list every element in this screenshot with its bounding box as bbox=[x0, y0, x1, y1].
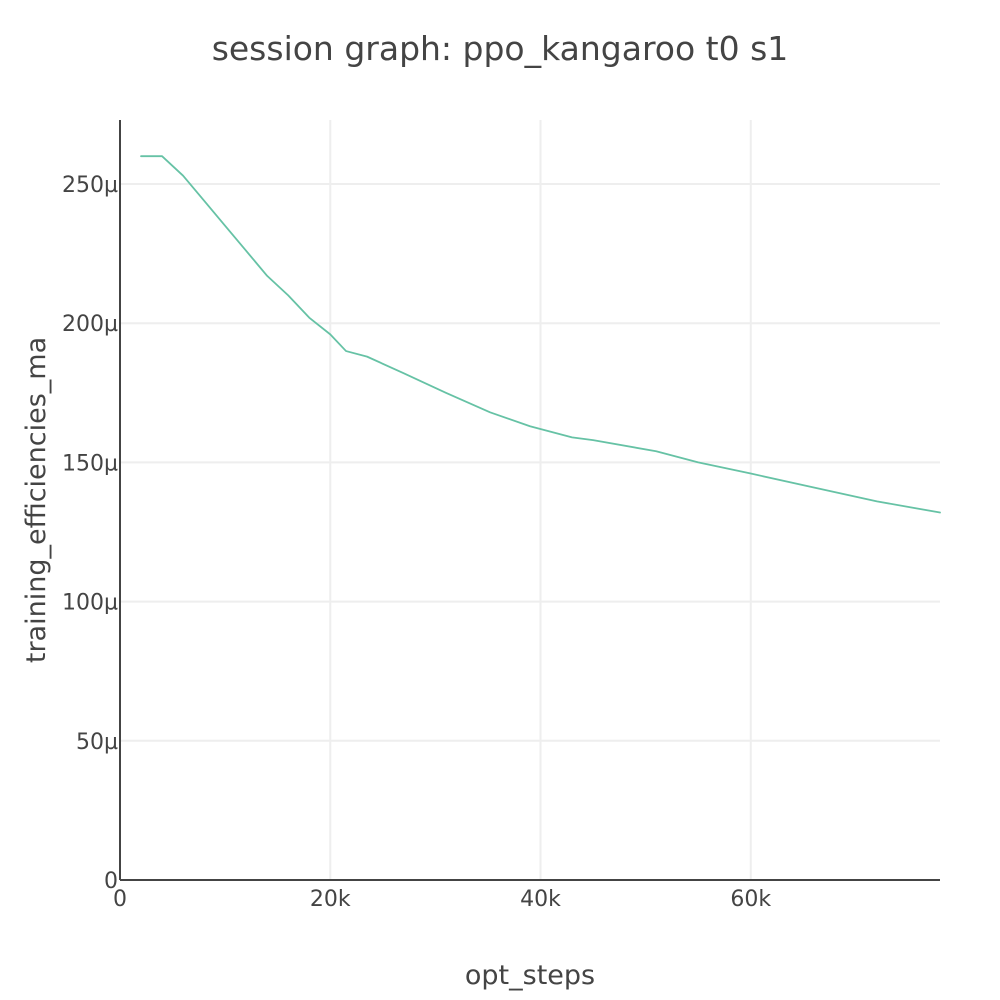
y-axis-title: training_efficiencies_ma bbox=[21, 337, 52, 663]
y-tick-label: 50µ bbox=[76, 730, 118, 755]
series-line bbox=[140, 155, 941, 514]
x-tick-label: 0 bbox=[113, 887, 127, 912]
y-tick-label: 150µ bbox=[62, 451, 118, 476]
series-layer bbox=[140, 155, 941, 514]
chart-title: session graph: ppo_kangaroo t0 s1 bbox=[212, 29, 789, 68]
y-tick-label: 0 bbox=[104, 869, 118, 894]
x-axis-title: opt_steps bbox=[465, 960, 595, 991]
y-tick-label: 100µ bbox=[62, 591, 118, 616]
tick-labels: 0 20k 40k 60k 0 50µ 100µ 150µ 200µ 250µ bbox=[62, 173, 771, 912]
x-tick-label: 20k bbox=[310, 887, 351, 912]
x-tick-label: 60k bbox=[730, 887, 771, 912]
axes bbox=[119, 120, 940, 881]
x-tick-label: 40k bbox=[520, 887, 561, 912]
y-tick-label: 250µ bbox=[62, 173, 118, 198]
y-tick-label: 200µ bbox=[62, 312, 118, 337]
grid bbox=[120, 120, 940, 880]
